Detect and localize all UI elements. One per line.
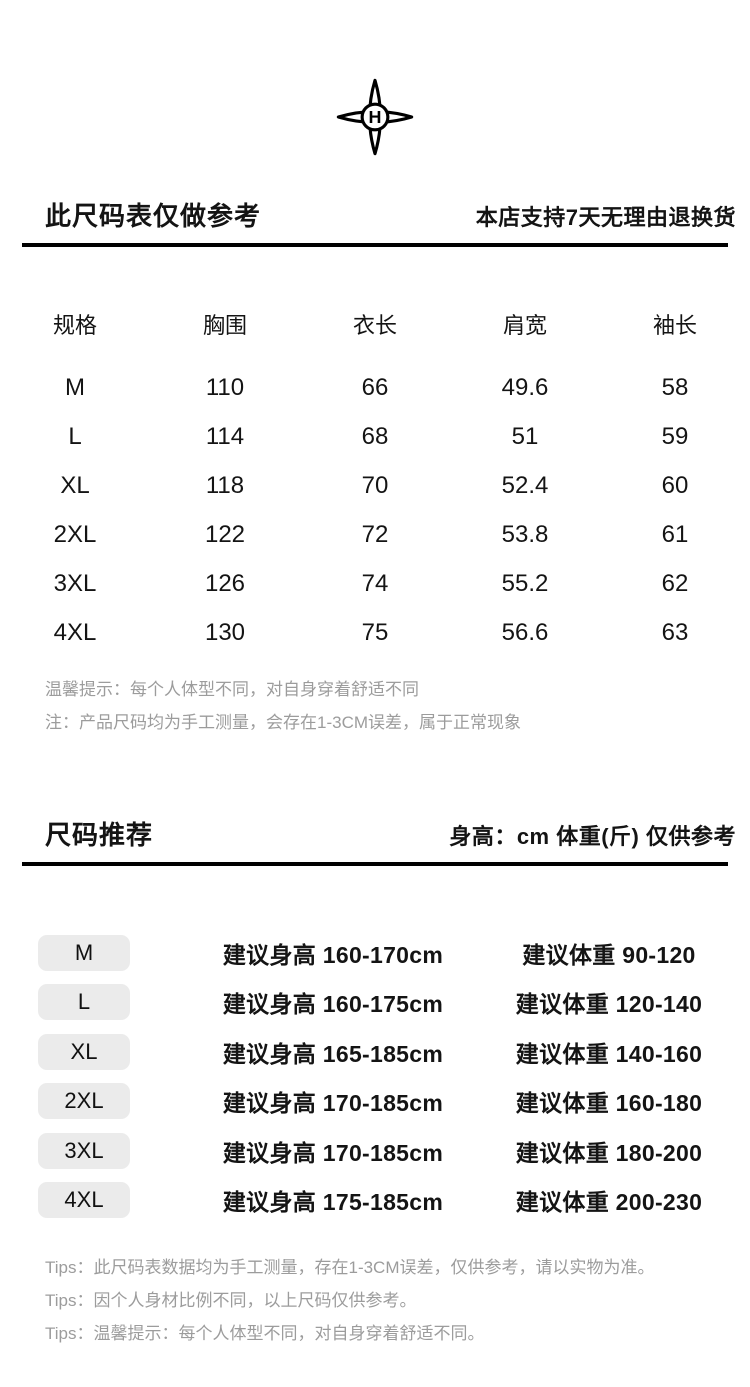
chest-value: 114 (205, 422, 245, 450)
table-row: XL 118 70 52.4 60 (0, 461, 750, 510)
size-chip-l[interactable]: L (38, 984, 130, 1021)
section2-title: 尺码推荐 (45, 820, 154, 850)
section1-title: 此尺码表仅做参考 (45, 201, 262, 231)
bottom-tips: Tips：此尺码表数据均为手工测量，存在1-3CM误差，仅供参考，请以实物为准。… (45, 1251, 750, 1350)
table-row: 4XL 130 75 56.6 63 (0, 608, 750, 657)
chest-value: 110 (205, 373, 245, 401)
size-chip-4xl[interactable]: 4XL (38, 1182, 130, 1219)
shoulder-value: 52.4 (501, 471, 549, 499)
shoulder-value: 53.8 (501, 520, 549, 548)
recommendation-row: XL 建议身高 165-185cm 建议体重 140-160 (0, 1027, 750, 1077)
section1-divider (22, 243, 728, 247)
column-header-sleeve: 袖长 (652, 313, 697, 338)
shoulder-value: 55.2 (501, 569, 549, 597)
size-chip-3xl[interactable]: 3XL (38, 1132, 130, 1169)
size-chip-2xl[interactable]: 2XL (38, 1083, 130, 1120)
size-label: L (68, 422, 82, 450)
recommended-weight: 建议体重 180-200 (515, 1139, 703, 1166)
recommended-weight: 建议体重 200-230 (515, 1189, 703, 1216)
shoulder-value: 51 (511, 422, 539, 450)
length-value: 70 (361, 471, 389, 499)
length-value: 74 (361, 569, 389, 597)
recommendation-row: 2XL 建议身高 170-185cm 建议体重 160-180 (0, 1077, 750, 1127)
recommended-weight: 建议体重 160-180 (515, 1090, 703, 1117)
recommended-height: 建议身高 165-185cm (222, 1040, 444, 1067)
chest-value: 126 (204, 569, 246, 597)
recommended-weight: 建议体重 90-120 (522, 941, 696, 968)
recommendation-row: M 建议身高 160-170cm 建议体重 90-120 (0, 928, 750, 978)
section1-header: 此尺码表仅做参考 本店支持7天无理由退换货 (0, 196, 750, 233)
table-body: M 110 66 49.6 58 L 114 68 51 59 XL 118 7… (0, 363, 750, 657)
sleeve-value: 61 (661, 520, 689, 548)
sleeve-value: 63 (661, 618, 689, 646)
tip-line-2: Tips：因个人身材比例不同，以上尺码仅供参考。 (45, 1291, 417, 1310)
section2-divider (22, 862, 728, 866)
sleeve-value: 58 (661, 373, 689, 401)
brand-logo: H (0, 0, 750, 158)
section2-header: 尺码推荐 身高：cm 体重(斤) 仅供参考 (0, 815, 750, 852)
column-header-shoulder: 肩宽 (502, 313, 547, 338)
note-measurement: 注：产品尺码均为手工测量，会存在1-3CM误差，属于正常现象 (45, 713, 522, 732)
sleeve-value: 59 (661, 422, 689, 450)
recommended-height: 建议身高 170-185cm (222, 1139, 444, 1166)
size-chip-xl[interactable]: XL (38, 1033, 130, 1070)
size-label: XL (60, 471, 90, 499)
size-label: 2XL (53, 520, 97, 548)
length-value: 75 (361, 618, 389, 646)
recommended-height: 建议身高 160-170cm (222, 941, 444, 968)
table-row: M 110 66 49.6 58 (0, 363, 750, 412)
size-recommendation-list: M 建议身高 160-170cm 建议体重 90-120 L 建议身高 160-… (0, 928, 750, 1225)
column-header-chest: 胸围 (202, 313, 247, 338)
length-value: 72 (361, 520, 389, 548)
table-notes: 温馨提示：每个人体型不同，对自身穿着舒适不同 注：产品尺码均为手工测量，会存在1… (45, 673, 750, 739)
recommendation-row: 3XL 建议身高 170-185cm 建议体重 180-200 (0, 1126, 750, 1176)
size-label: 4XL (53, 618, 97, 646)
shoulder-value: 56.6 (501, 618, 549, 646)
sleeve-value: 60 (661, 471, 689, 499)
recommended-height: 建议身高 170-185cm (222, 1090, 444, 1117)
length-value: 66 (361, 373, 389, 401)
size-chip-m[interactable]: M (38, 934, 130, 971)
recommended-weight: 建议体重 140-160 (515, 1040, 703, 1067)
table-header-row: 规格 胸围 衣长 肩宽 袖长 (0, 307, 750, 341)
recommendation-row: L 建议身高 160-175cm 建议体重 120-140 (0, 978, 750, 1028)
size-label: M (65, 373, 85, 401)
column-header-spec: 规格 (52, 313, 97, 338)
note-warm-tip: 温馨提示：每个人体型不同，对自身穿着舒适不同 (45, 680, 419, 699)
recommended-height: 建议身高 175-185cm (222, 1189, 444, 1216)
chest-value: 118 (205, 471, 245, 499)
recommendation-row: 4XL 建议身高 175-185cm 建议体重 200-230 (0, 1176, 750, 1226)
size-measurement-table: 规格 胸围 衣长 肩宽 袖长 M 110 66 49.6 58 L 114 68… (0, 307, 750, 657)
recommended-height: 建议身高 160-175cm (222, 991, 444, 1018)
length-value: 68 (361, 422, 389, 450)
table-row: 2XL 122 72 53.8 61 (0, 510, 750, 559)
chest-value: 130 (204, 618, 246, 646)
tip-line-3: Tips：温馨提示：每个人体型不同，对自身穿着舒适不同。 (45, 1324, 485, 1343)
chest-value: 122 (204, 520, 246, 548)
tip-line-1: Tips：此尺码表数据均为手工测量，存在1-3CM误差，仅供参考，请以实物为准。 (45, 1258, 655, 1277)
svg-text:H: H (369, 107, 382, 127)
size-label: 3XL (53, 569, 97, 597)
return-policy-note: 本店支持7天无理由退换货 (475, 205, 736, 230)
units-note: 身高：cm 体重(斤) 仅供参考 (449, 824, 736, 849)
column-header-length: 衣长 (352, 313, 397, 338)
table-row: L 114 68 51 59 (0, 412, 750, 461)
sleeve-value: 62 (661, 569, 689, 597)
flower-compass-logo-icon: H (336, 78, 414, 156)
table-row: 3XL 126 74 55.2 62 (0, 559, 750, 608)
shoulder-value: 49.6 (501, 373, 549, 401)
recommended-weight: 建议体重 120-140 (515, 991, 703, 1018)
